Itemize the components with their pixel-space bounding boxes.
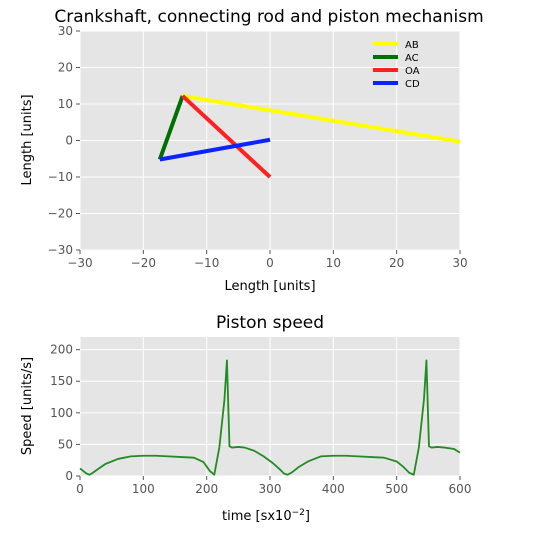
- y-tick-label: 10: [58, 97, 73, 111]
- y-tick-label: −20: [48, 207, 73, 221]
- y-tick-label: 20: [58, 61, 73, 75]
- x-tick-label: 0: [266, 256, 274, 270]
- piston-speed-series: [79, 359, 461, 476]
- x-tick-label: 20: [389, 256, 404, 270]
- x-tick-label: −20: [131, 256, 156, 270]
- mechanism-links: [157, 93, 461, 179]
- y-tick-label: 150: [50, 374, 73, 388]
- x-tick-label: 200: [195, 482, 218, 496]
- link-ac-line: [157, 95, 185, 161]
- y-tick-label: −30: [48, 243, 73, 257]
- x-tick-label: 400: [322, 482, 345, 496]
- y-tick-label: 30: [58, 24, 73, 38]
- mechanism-y-axis-label: Length [units]: [20, 94, 35, 185]
- y-tick-label: 0: [65, 134, 73, 148]
- x-tick-label: −10: [194, 256, 219, 270]
- legend-label-cd: CD: [405, 79, 420, 90]
- mechanism-x-axis-label: Length [units]: [224, 279, 315, 294]
- y-tick-label: 0: [65, 469, 73, 483]
- y-tick-label: 200: [50, 343, 73, 357]
- mechanism-y-ticks: −30 −20 −10 0 10 20 30: [48, 24, 80, 257]
- mechanism-x-ticks: −30 −20 −10 0 10 20 30: [67, 250, 468, 270]
- y-tick-label: 100: [50, 406, 73, 420]
- legend-label-ab: AB: [405, 40, 419, 51]
- x-tick-label: −30: [67, 256, 92, 270]
- piston-speed-y-ticks: 0 50 100 150 200: [50, 343, 80, 483]
- x-tick-label: 300: [259, 482, 282, 496]
- piston-speed-chart: Piston speed 0 100 200 300 400 500 600 0 50 100 1…: [20, 313, 471, 524]
- x-tick-label: 0: [76, 482, 84, 496]
- x-tick-label: 600: [449, 482, 472, 496]
- series-0-line: [79, 359, 461, 476]
- x-tick-label: 100: [132, 482, 155, 496]
- link-cd-line: [159, 137, 271, 162]
- mechanism-chart: Crankshaft, connecting rod and piston me…: [20, 7, 484, 294]
- x-tick-label: 30: [452, 256, 467, 270]
- piston-speed-x-ticks: 0 100 200 300 400 500 600: [76, 476, 471, 496]
- legend-label-ac: AC: [405, 53, 419, 64]
- y-tick-label: 50: [58, 437, 73, 451]
- x-tick-label: 10: [326, 256, 341, 270]
- mechanism-chart-title: Crankshaft, connecting rod and piston me…: [54, 7, 483, 27]
- y-tick-label: −10: [48, 170, 73, 184]
- x-tick-label: 500: [385, 482, 408, 496]
- piston-speed-y-axis-label: Speed [units/s]: [20, 357, 35, 455]
- piston-speed-chart-title: Piston speed: [216, 313, 324, 333]
- piston-speed-x-axis-label: time [sx10−2]: [222, 508, 310, 524]
- legend-label-oa: OA: [405, 66, 420, 77]
- mechanism-legend: AB AC OA CD: [373, 40, 420, 90]
- link-ab-line: [182, 93, 461, 144]
- link-oa-line: [181, 94, 272, 179]
